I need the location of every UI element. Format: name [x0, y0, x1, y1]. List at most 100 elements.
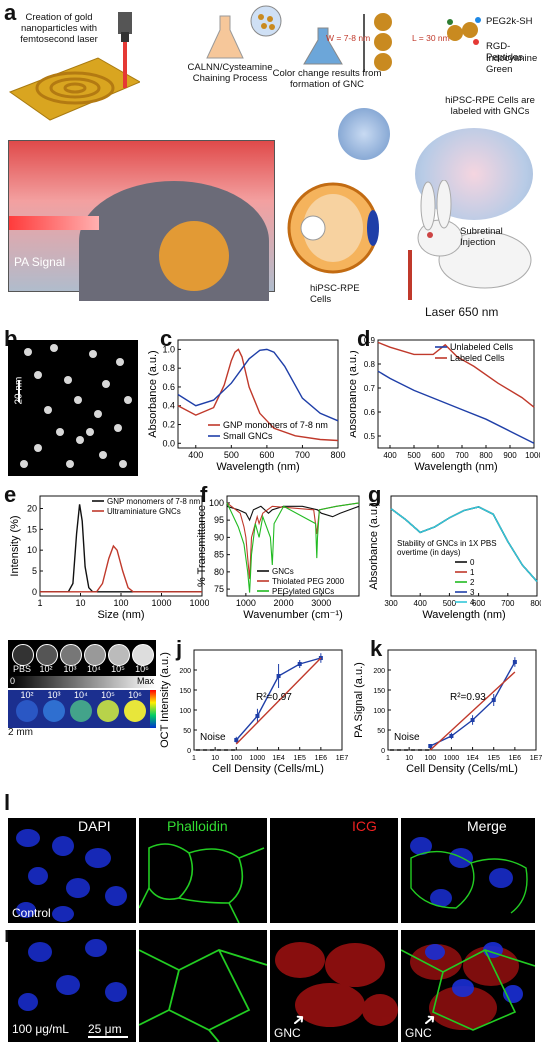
y-tick-label: 100 — [209, 498, 224, 508]
y-tick-label: 150 — [179, 688, 191, 695]
y-tick-label: 0.7 — [364, 384, 376, 393]
x-tick-label: 800 — [330, 450, 345, 460]
data-point — [428, 744, 433, 748]
panel-letter-e: e — [4, 482, 17, 507]
control-label: Control — [12, 906, 51, 920]
data-point — [276, 674, 281, 678]
plot-frame — [377, 339, 535, 449]
dapi-title: DAPI — [78, 818, 111, 834]
y-tick-label: 0.0 — [162, 438, 175, 448]
y-tick-label: 85 — [214, 550, 224, 560]
panel-letter-l: l — [4, 790, 11, 815]
x-tick-label: 1 — [192, 755, 196, 762]
series-line-unlabeled-cells — [377, 370, 535, 444]
legend-title-cont: overtime (in days) — [397, 548, 461, 557]
dapi-control-image: DAPI Control — [8, 818, 136, 923]
oct-well-label: 10⁶ — [135, 664, 149, 674]
panel-letter-c: c — [160, 326, 173, 351]
gnc-arrow-label-merge: GNC — [405, 1026, 432, 1040]
x-tick-label: 1E5 — [487, 755, 500, 762]
functionalized-chain-icon — [447, 17, 481, 45]
x-tick-label: 1000 — [444, 755, 460, 762]
tem-image: 20 nm — [8, 340, 138, 476]
x-axis-label: Size (nm) — [97, 609, 144, 621]
y-tick-label: 0 — [381, 748, 385, 755]
pa-well — [97, 700, 119, 722]
plot-frame — [226, 495, 360, 597]
merge-title: Merge — [467, 818, 507, 834]
y-axis-label: Intensity (%) — [9, 515, 21, 576]
series-line-ultraminiature-gncs — [40, 544, 202, 593]
x-tick-label: 1 — [37, 598, 42, 608]
pa-well — [124, 700, 146, 722]
oct-well — [12, 644, 34, 666]
plot-frame — [390, 495, 538, 597]
x-tick-label: 300 — [384, 599, 398, 608]
chart-pa-signal: 1 10 100 1000 1E4 1E5 1E6 1E7 0 50 100 150 200 Cell D… — [353, 649, 542, 775]
x-tick-label: 400 — [414, 599, 428, 608]
y-tick-label: 10 — [27, 545, 37, 555]
icg-control-image: ICG — [270, 818, 398, 923]
series-line-fit — [235, 657, 322, 745]
series-line-gnp-monomers-of-7-8-nm — [40, 504, 202, 593]
phalloidin-treated-image — [139, 930, 267, 1042]
noise-annotation: Noise — [394, 732, 420, 743]
rgd-label: RGD-Peptides — [486, 41, 523, 63]
y-tick-label: 20 — [27, 504, 37, 514]
y-tick-label: 0.6 — [364, 408, 376, 417]
x-tick-label: 800 — [479, 451, 493, 460]
plot-frame — [387, 649, 537, 751]
data-point — [255, 714, 260, 718]
rabbit-illustration — [408, 180, 532, 300]
y-tick-label: 100 — [373, 708, 385, 715]
y-tick-label: 0 — [187, 748, 191, 755]
x-tick-label: 1E6 — [509, 755, 522, 762]
chart-absorbance-cells: 400 500 600 700 800 900 1000 0.5 0.6 0.7 0.8 0.9 Wav… — [350, 336, 540, 473]
panel-letter-j: j — [176, 636, 183, 661]
oct-phantom-image: PBS 10² 10³ 10⁴ 10⁵ 10⁶ — [8, 640, 156, 676]
y-tick-label: 200 — [179, 668, 191, 675]
oct-well-label: 10⁵ — [111, 664, 125, 674]
subretinal-label: Subretinal Injection — [460, 226, 503, 248]
y-tick-label: 0 — [32, 587, 37, 597]
legend-entry: Small GNCs — [223, 431, 273, 441]
gray-colorbar: 0 Max — [8, 676, 156, 688]
y-axis-label: Absorbance (a.u.) — [368, 502, 380, 589]
x-tick-label: 100 — [113, 598, 128, 608]
y-tick-label: 0.4 — [162, 401, 175, 411]
oct-well — [36, 644, 58, 666]
peg-label: PEG2k-SH — [486, 16, 533, 27]
data-point — [449, 734, 454, 738]
legend-entry: 2 — [470, 578, 475, 587]
panel-letter-a: a — [4, 0, 17, 25]
eye-illustration — [287, 182, 379, 274]
gnc-arrow-label-icg: GNC — [274, 1026, 301, 1040]
x-tick-label: 1000 — [236, 598, 256, 608]
y-axis-label: % Transmittance — [196, 505, 208, 587]
legend-entry: Ultraminiature GNCs — [107, 507, 181, 516]
creation-step-label: Creation of gold nanoparticles with femt… — [20, 12, 98, 45]
panel-letter-f: f — [200, 482, 208, 507]
r2-annotation: R²=0.97 — [256, 692, 292, 703]
legend-entry: GNP monomers of 7-8 nm — [223, 420, 328, 430]
treated-label: 100 μg/mL — [12, 1022, 69, 1036]
y-axis-label: PA Signal (a.u.) — [353, 662, 365, 738]
x-tick-label: 700 — [295, 450, 310, 460]
x-axis-label: Wavelength (nm) — [216, 461, 299, 473]
x-tick-label: 700 — [455, 451, 469, 460]
x-tick-label: 1E5 — [293, 755, 306, 762]
oct-well-label: 10³ — [63, 664, 77, 674]
legend-entry: Labeled Cells — [450, 353, 505, 363]
series-line-4 — [390, 506, 538, 582]
legend-entry: GNP monomers of 7-8 nm — [107, 497, 201, 506]
x-axis-label: Cell Density (Cells/mL) — [212, 763, 324, 775]
y-tick-label: 0.8 — [364, 360, 376, 369]
chart-stability: 300 400 500 600 700 800 Wavelength (nm) Absorba… — [368, 495, 541, 621]
colorbar-max: Max — [136, 676, 154, 686]
pa-well-label: 10² — [20, 690, 34, 700]
width-label: W = 7-8 nm — [326, 33, 371, 43]
panel-a: a Creation of gold nanoparticles with fe… — [0, 0, 543, 322]
oct-well-label: 10² — [39, 664, 53, 674]
data-point — [234, 738, 239, 742]
y-tick-label: 100 — [179, 708, 191, 715]
